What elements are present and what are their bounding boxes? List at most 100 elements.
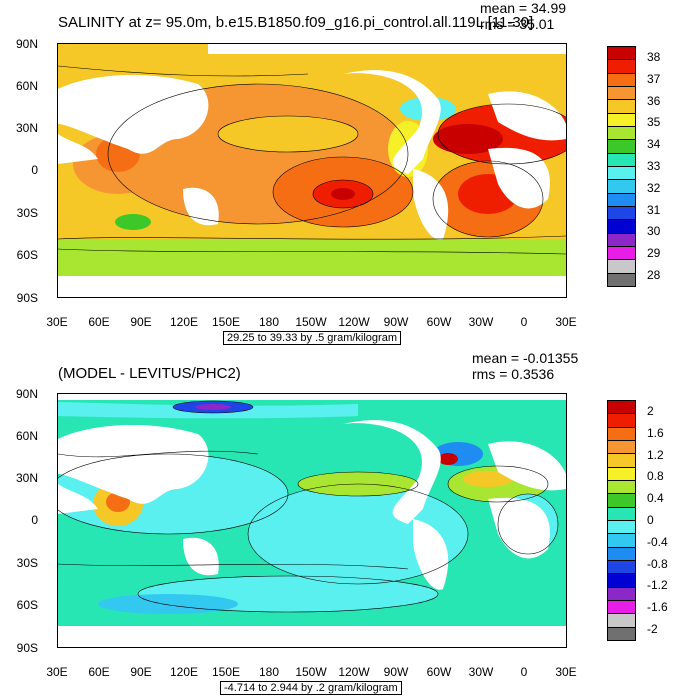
colorbar-label: -1.2 — [647, 578, 668, 593]
colorbar-swatch — [607, 573, 636, 588]
lat-label: 30N — [15, 121, 38, 135]
colorbar-label: -0.4 — [647, 534, 668, 549]
salinity-map — [57, 43, 567, 298]
colorbar-swatch — [607, 219, 636, 234]
difference-map — [57, 393, 567, 648]
colorbar-swatch — [607, 613, 636, 628]
colorbar-label: 28 — [647, 268, 661, 283]
colorbar-swatch — [607, 626, 636, 641]
lon-label: 180 — [258, 665, 280, 679]
lat-label: 90N — [15, 387, 38, 401]
colorbar-swatch — [607, 206, 636, 221]
colorbar-swatch — [607, 493, 636, 508]
colorbar-label: 0.8 — [647, 469, 664, 484]
colorbar-swatch — [607, 179, 636, 194]
colorbar-label: 32 — [647, 180, 661, 195]
colorbar-label: 35 — [647, 115, 661, 130]
colorbar-swatch — [607, 86, 636, 101]
lat-label: 60S — [16, 598, 38, 612]
lon-label: 120W — [338, 315, 370, 329]
colorbar-swatch — [607, 466, 636, 481]
difference-map-canvas — [58, 394, 566, 647]
lon-label: 60E — [88, 665, 110, 679]
lat-label: 90N — [15, 37, 38, 51]
colorbar: 2 1.6 1.2 0.8 0.4 0 -0.4 -0.8 -1.2 -1.6 -2 — [607, 400, 687, 645]
panel-title: (MODEL - LEVITUS/PHC2) — [58, 365, 241, 382]
lat-label: 60N — [15, 79, 38, 93]
mean-value: mean = -0.01355 — [472, 350, 579, 366]
colorbar-label: 0 — [647, 513, 654, 527]
colorbar-label: 2 — [647, 403, 654, 418]
colorbar-swatch — [607, 506, 636, 521]
colorbar-swatch — [607, 152, 636, 167]
rms-value: rms = 0.3536 — [472, 366, 555, 382]
salinity-panel: SALINITY at z= 95.0m, b.e15.B1850.f09_g1… — [15, 0, 687, 345]
lon-label: 120E — [169, 315, 199, 329]
colorbar-swatch — [607, 600, 636, 615]
colorbar-label: 33 — [647, 159, 661, 173]
colorbar-swatch — [607, 59, 636, 74]
lon-label: 60W — [426, 315, 452, 329]
colorbar: 38 37 36 35 34 33 32 31 30 29 28 — [607, 46, 687, 291]
colorbar-swatch — [607, 192, 636, 207]
lon-label: 150W — [295, 665, 327, 679]
difference-panel: (MODEL - LEVITUS/PHC2) mean = -0.01355 r… — [0, 350, 700, 700]
lon-label: 30E — [555, 665, 577, 679]
colorbar-swatch — [607, 246, 636, 261]
colorbar-swatch — [607, 586, 636, 601]
colorbar-label: -0.8 — [647, 556, 668, 571]
colorbar-swatch — [607, 533, 636, 548]
colorbar-label: 38 — [647, 49, 661, 64]
colorbar-swatch — [607, 166, 636, 181]
colorbar-label: 31 — [647, 202, 661, 217]
colorbar-label: 37 — [647, 71, 661, 86]
colorbar-swatch — [607, 453, 636, 468]
lat-label: 30N — [15, 471, 38, 485]
colorbar-label: 30 — [647, 224, 661, 239]
colorbar-label: 1.2 — [647, 447, 664, 462]
lon-label: 120E — [169, 665, 199, 679]
lon-label: 60E — [88, 315, 110, 329]
colorbar-label: 0.4 — [647, 491, 664, 506]
colorbar-swatch — [607, 440, 636, 455]
lon-label: 90W — [383, 315, 409, 329]
lon-label: 30W — [468, 315, 494, 329]
lon-label: 180 — [258, 315, 280, 329]
lat-label: 90S — [16, 291, 38, 305]
colorbar-swatch — [607, 126, 636, 141]
lon-label: 30E — [46, 665, 68, 679]
colorbar-swatch — [607, 259, 636, 274]
colorbar-swatch — [607, 272, 636, 287]
colorbar-swatch — [607, 560, 636, 575]
lon-label: 30W — [468, 665, 494, 679]
lat-label: 30S — [16, 206, 38, 220]
colorbar-swatch — [607, 546, 636, 561]
colorbar-swatch — [607, 99, 636, 114]
colorbar-label: 1.6 — [647, 425, 664, 440]
lon-label: 60W — [426, 665, 452, 679]
lat-label: 60N — [15, 429, 38, 443]
lon-label: 150E — [211, 315, 241, 329]
colorbar-label: 36 — [647, 93, 661, 108]
colorbar-label: -1.6 — [647, 600, 668, 615]
lat-label: 0 — [31, 163, 38, 177]
lon-label: 90E — [130, 315, 152, 329]
colorbar-swatch — [607, 46, 636, 61]
lat-label: 0 — [31, 513, 38, 527]
lon-label: 0 — [520, 315, 528, 329]
colorbar-swatch — [607, 72, 636, 87]
lon-label: 0 — [520, 665, 528, 679]
lon-label: 30E — [555, 315, 577, 329]
lon-label: 30E — [46, 315, 68, 329]
colorbar-swatch — [607, 480, 636, 495]
mean-value: mean = 34.99 — [480, 0, 567, 16]
lon-label: 120W — [338, 665, 370, 679]
colorbar-swatch — [607, 520, 636, 535]
lon-label: 90E — [130, 665, 152, 679]
contour-range-note: 29.25 to 39.33 by .5 gram/kilogram — [223, 331, 401, 345]
colorbar-label: 29 — [647, 246, 661, 261]
contour-range-note: -4.714 to 2.944 by .2 gram/kilogram — [220, 681, 402, 695]
colorbar-swatch — [607, 139, 636, 154]
lon-label: 90W — [383, 665, 409, 679]
rms-value: rms = 35.01 — [480, 16, 555, 32]
